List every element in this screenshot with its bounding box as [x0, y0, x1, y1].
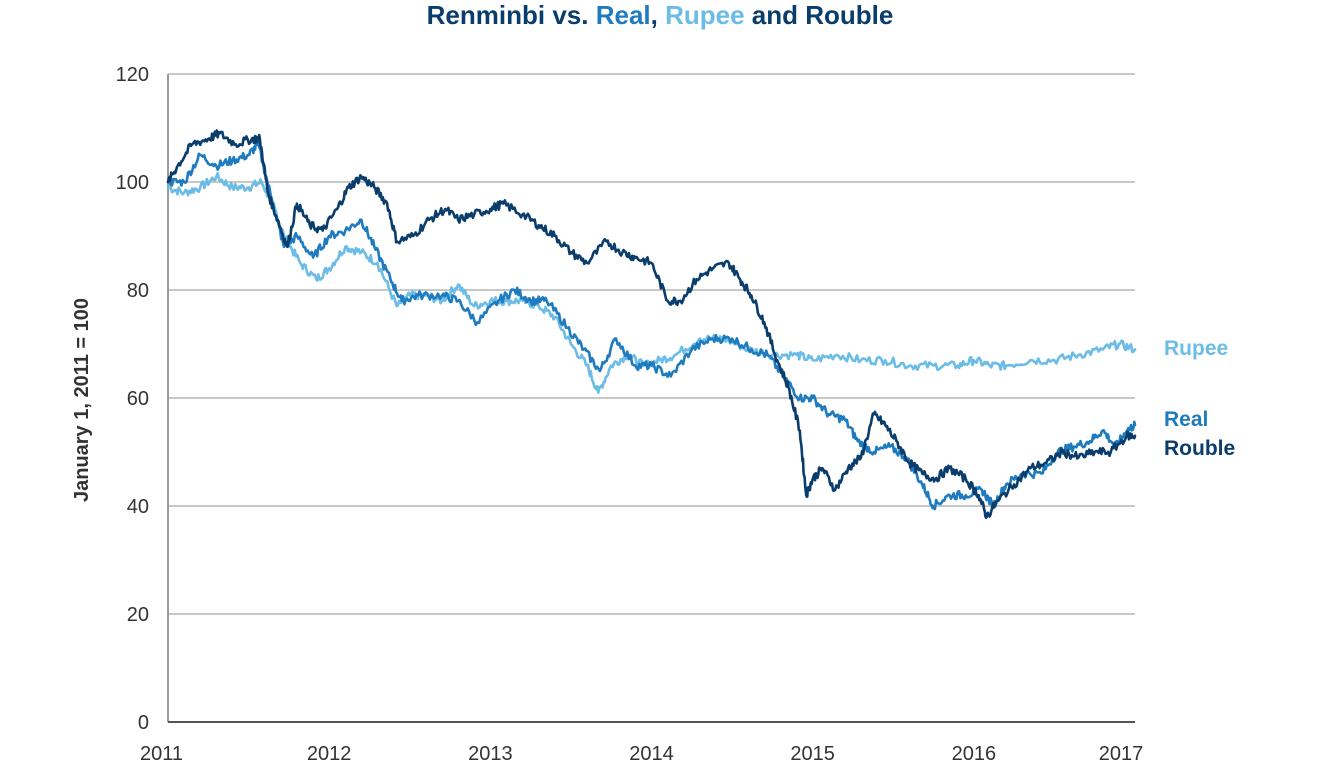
y-tick-label: 120 [116, 64, 149, 86]
title-part: Renminbi vs. [426, 0, 596, 30]
y-tick-label: 20 [127, 604, 149, 626]
y-tick-label: 40 [127, 496, 149, 518]
y-tick-label: 0 [138, 712, 149, 734]
x-axis-ticks: 2011 2012 2013 2014 2015 2016 2017 [140, 743, 1143, 765]
series-labels: Rupee Real Rouble [1164, 337, 1235, 460]
series-label-rupee: Rupee [1164, 337, 1228, 360]
x-tick-label: 2011 [140, 743, 183, 765]
x-tick-label: 2016 [952, 743, 997, 765]
y-tick-label: 60 [127, 388, 149, 410]
title-part: Rupee [665, 0, 745, 30]
series-line-rouble [166, 129, 1137, 520]
series-lines [166, 129, 1137, 520]
title-part: , [650, 0, 666, 30]
x-tick-label: 2013 [468, 743, 513, 765]
y-tick-label: 100 [116, 172, 149, 194]
x-tick-label: 2012 [307, 743, 352, 765]
series-line-real [166, 139, 1137, 511]
x-tick-label: 2014 [629, 743, 674, 765]
x-tick-label: 2015 [790, 743, 835, 765]
series-line-rupee [166, 172, 1137, 394]
gridlines [168, 73, 1135, 615]
y-tick-label: 80 [127, 280, 149, 302]
title-part: and Rouble [744, 0, 894, 30]
chart-title: Renminbi vs. Real, Rupee and Rouble [0, 0, 1320, 30]
title-part: Real [595, 0, 651, 30]
x-tick-label: 2017 [1099, 743, 1144, 765]
series-label-real: Real [1164, 408, 1208, 431]
y-axis-ticks: 0 20 40 60 80 100 120 [116, 64, 149, 734]
series-label-rouble: Rouble [1164, 437, 1235, 460]
y-axis-title: January 1, 2011 = 100 [71, 298, 93, 502]
